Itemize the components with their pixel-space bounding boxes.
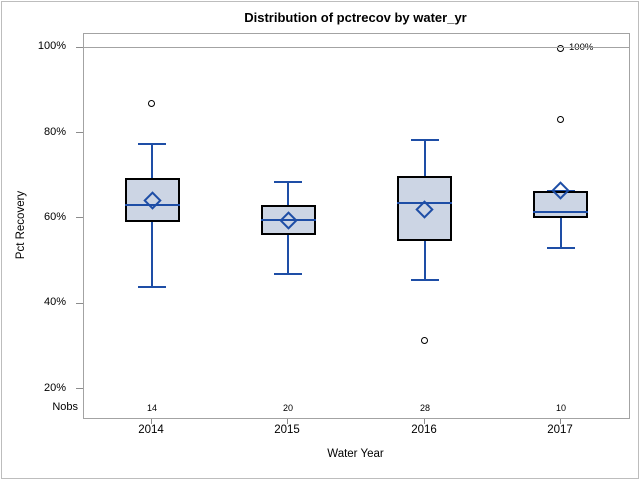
median-line-2016 bbox=[397, 202, 452, 204]
whisker-cap-low-2015 bbox=[274, 273, 302, 275]
y-tick-label: 40% bbox=[43, 296, 66, 308]
whisker-cap-low-2014 bbox=[138, 286, 166, 288]
x-axis-title: Water Year bbox=[327, 448, 384, 460]
x-tick-mark bbox=[151, 419, 152, 424]
x-tick-label-2017: 2017 bbox=[547, 424, 573, 436]
y-tick-label: 80% bbox=[43, 126, 66, 138]
median-line-2017 bbox=[533, 211, 588, 213]
nobs-row-label: Nobs bbox=[52, 401, 78, 413]
y-tick-mark bbox=[76, 388, 83, 389]
nobs-value-2014: 14 bbox=[146, 403, 157, 413]
nobs-value-2016: 28 bbox=[419, 403, 430, 413]
x-tick-label-2016: 2016 bbox=[411, 424, 437, 436]
x-tick-mark bbox=[560, 419, 561, 424]
outlier-point-2014 bbox=[148, 100, 155, 107]
y-tick-label: 60% bbox=[43, 211, 66, 223]
whisker-cap-high-2016 bbox=[411, 139, 439, 141]
y-tick-label: 100% bbox=[37, 40, 66, 52]
outlier-point-2017 bbox=[557, 116, 564, 123]
outlier-point-2017 bbox=[557, 45, 564, 52]
whisker-cap-high-2015 bbox=[274, 181, 302, 183]
whisker-cap-low-2016 bbox=[411, 279, 439, 281]
x-tick-mark bbox=[287, 419, 288, 424]
outlier-point-2016 bbox=[421, 337, 428, 344]
y-tick-label: 20% bbox=[43, 382, 66, 394]
x-tick-label-2015: 2015 bbox=[274, 424, 300, 436]
y-tick-mark bbox=[76, 217, 83, 218]
plot-area: 14 20 28 10 bbox=[83, 33, 630, 419]
whisker-cap-high-2014 bbox=[138, 143, 166, 145]
median-line-2014 bbox=[125, 204, 180, 206]
y-tick-mark bbox=[76, 132, 83, 133]
nobs-value-2017: 10 bbox=[555, 403, 566, 413]
chart-title: Distribution of pctrecov by water_yr bbox=[244, 10, 467, 25]
reference-line-100pct bbox=[84, 47, 629, 48]
median-line-2015 bbox=[261, 219, 316, 221]
whisker-stem-2017 bbox=[560, 191, 562, 249]
box-2017 bbox=[533, 191, 588, 218]
box-2016 bbox=[397, 176, 452, 241]
y-tick-mark bbox=[76, 47, 83, 48]
box-2014 bbox=[125, 178, 180, 222]
x-tick-label-2014: 2014 bbox=[138, 424, 164, 436]
y-tick-mark bbox=[76, 303, 83, 304]
y-axis-title: Pct Recovery bbox=[15, 190, 27, 260]
x-tick-mark bbox=[424, 419, 425, 424]
whisker-cap-low-2017 bbox=[547, 247, 575, 249]
nobs-value-2015: 20 bbox=[282, 403, 293, 413]
